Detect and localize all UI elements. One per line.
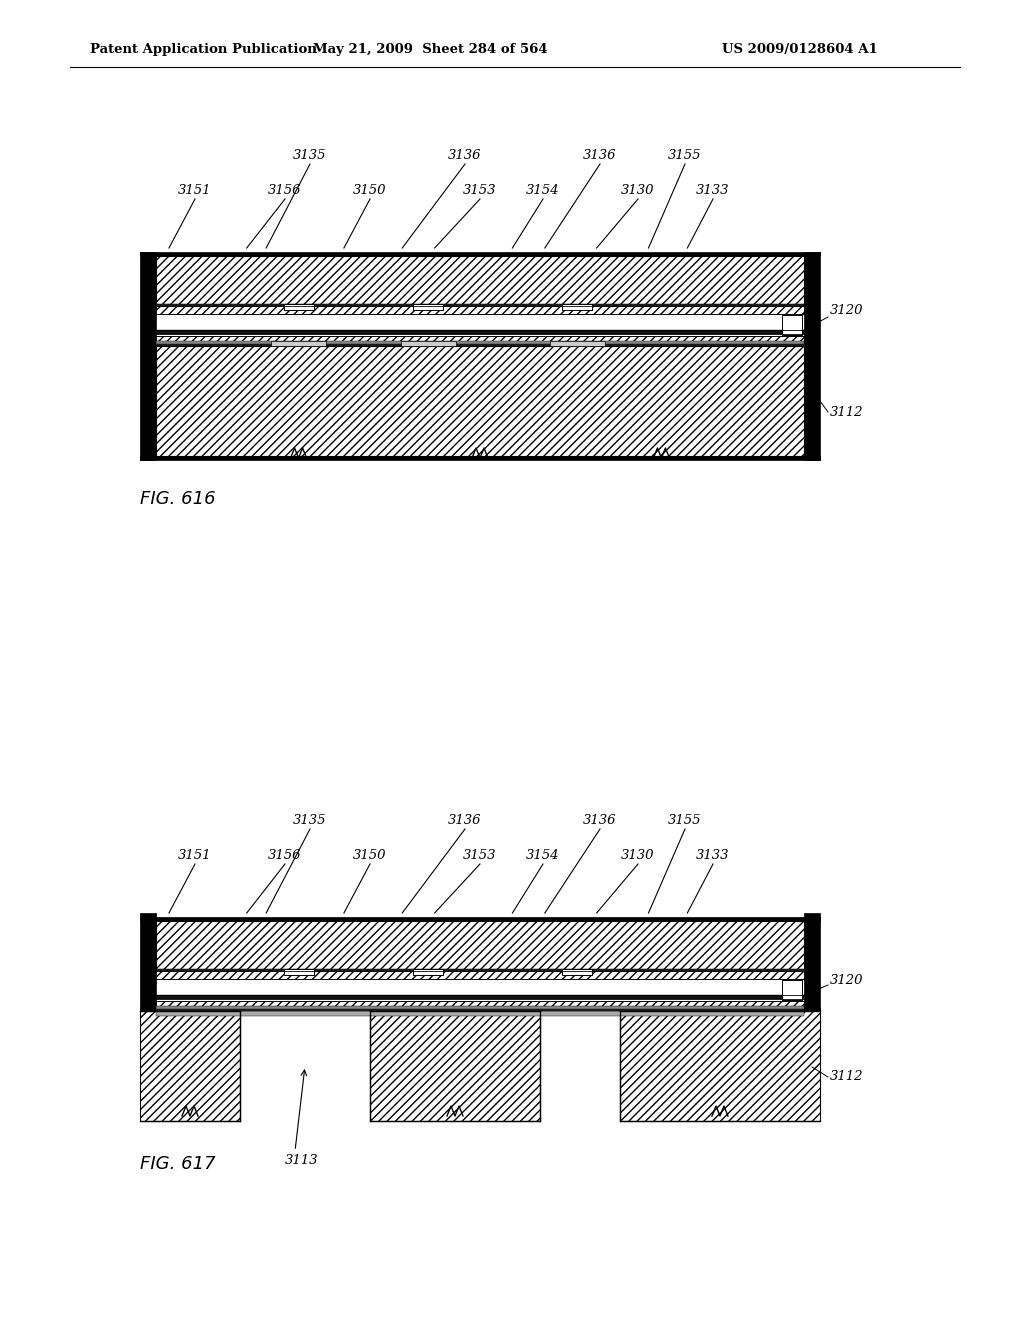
Bar [156, 1008, 804, 1011]
Bar [156, 972, 804, 979]
Text: 3112: 3112 [830, 1071, 863, 1084]
Text: FIG. 617: FIG. 617 [140, 1155, 216, 1173]
Bar [156, 341, 804, 346]
Bar [156, 1011, 804, 1016]
Bar [562, 304, 592, 310]
Bar [140, 1011, 240, 1121]
Text: 3113: 3113 [285, 1155, 318, 1167]
Text: 3153: 3153 [463, 183, 497, 197]
Bar [140, 252, 156, 459]
Text: 3112: 3112 [830, 405, 863, 418]
Bar [140, 913, 156, 1011]
Bar [550, 341, 605, 346]
Text: 3150: 3150 [353, 849, 387, 862]
Text: 3151: 3151 [178, 849, 212, 862]
Text: 3156: 3156 [268, 183, 302, 197]
Text: 3135: 3135 [293, 814, 327, 828]
Bar [156, 330, 804, 334]
Bar [284, 304, 313, 310]
Text: 3154: 3154 [526, 183, 560, 197]
Bar [804, 252, 820, 459]
Bar [156, 306, 804, 314]
Text: May 21, 2009  Sheet 284 of 564: May 21, 2009 Sheet 284 of 564 [312, 44, 547, 57]
Text: 3155: 3155 [669, 814, 701, 828]
Text: 3130: 3130 [622, 849, 654, 862]
Bar [284, 969, 313, 975]
Bar [156, 921, 804, 969]
Text: 3151: 3151 [178, 183, 212, 197]
Text: 3136: 3136 [584, 814, 616, 828]
Bar [620, 1011, 820, 1121]
Bar [156, 345, 804, 346]
Text: Patent Application Publication: Patent Application Publication [90, 44, 316, 57]
Text: 3156: 3156 [268, 849, 302, 862]
Text: 3130: 3130 [622, 183, 654, 197]
Text: 3155: 3155 [669, 149, 701, 162]
Bar [413, 304, 443, 310]
Text: 3133: 3133 [696, 849, 730, 862]
Bar [140, 455, 820, 459]
Bar [156, 1001, 804, 1008]
Text: 3150: 3150 [353, 183, 387, 197]
Text: US 2009/0128604 A1: US 2009/0128604 A1 [722, 44, 878, 57]
Bar [156, 995, 804, 999]
Text: 3133: 3133 [696, 183, 730, 197]
Bar [782, 979, 802, 1001]
Text: 3136: 3136 [584, 149, 616, 162]
Bar [140, 917, 820, 921]
Bar [156, 1006, 804, 1011]
Text: 3135: 3135 [293, 149, 327, 162]
Bar [271, 341, 326, 346]
Bar [400, 341, 456, 346]
Text: 3154: 3154 [526, 849, 560, 862]
Text: 3120: 3120 [830, 304, 863, 317]
Bar [804, 913, 820, 1011]
Text: FIG. 616: FIG. 616 [140, 490, 216, 508]
Bar [782, 315, 802, 335]
Bar [156, 337, 804, 345]
Bar [562, 969, 592, 975]
Bar [140, 252, 820, 256]
Bar [156, 969, 804, 972]
Text: 3153: 3153 [463, 849, 497, 862]
Bar [413, 969, 443, 975]
Bar [156, 304, 804, 306]
Bar [140, 1007, 820, 1011]
Text: 3136: 3136 [449, 149, 481, 162]
Bar [156, 346, 804, 455]
Bar [156, 256, 804, 304]
Text: 3136: 3136 [449, 814, 481, 828]
Text: 3120: 3120 [830, 974, 863, 986]
Bar [370, 1011, 540, 1121]
